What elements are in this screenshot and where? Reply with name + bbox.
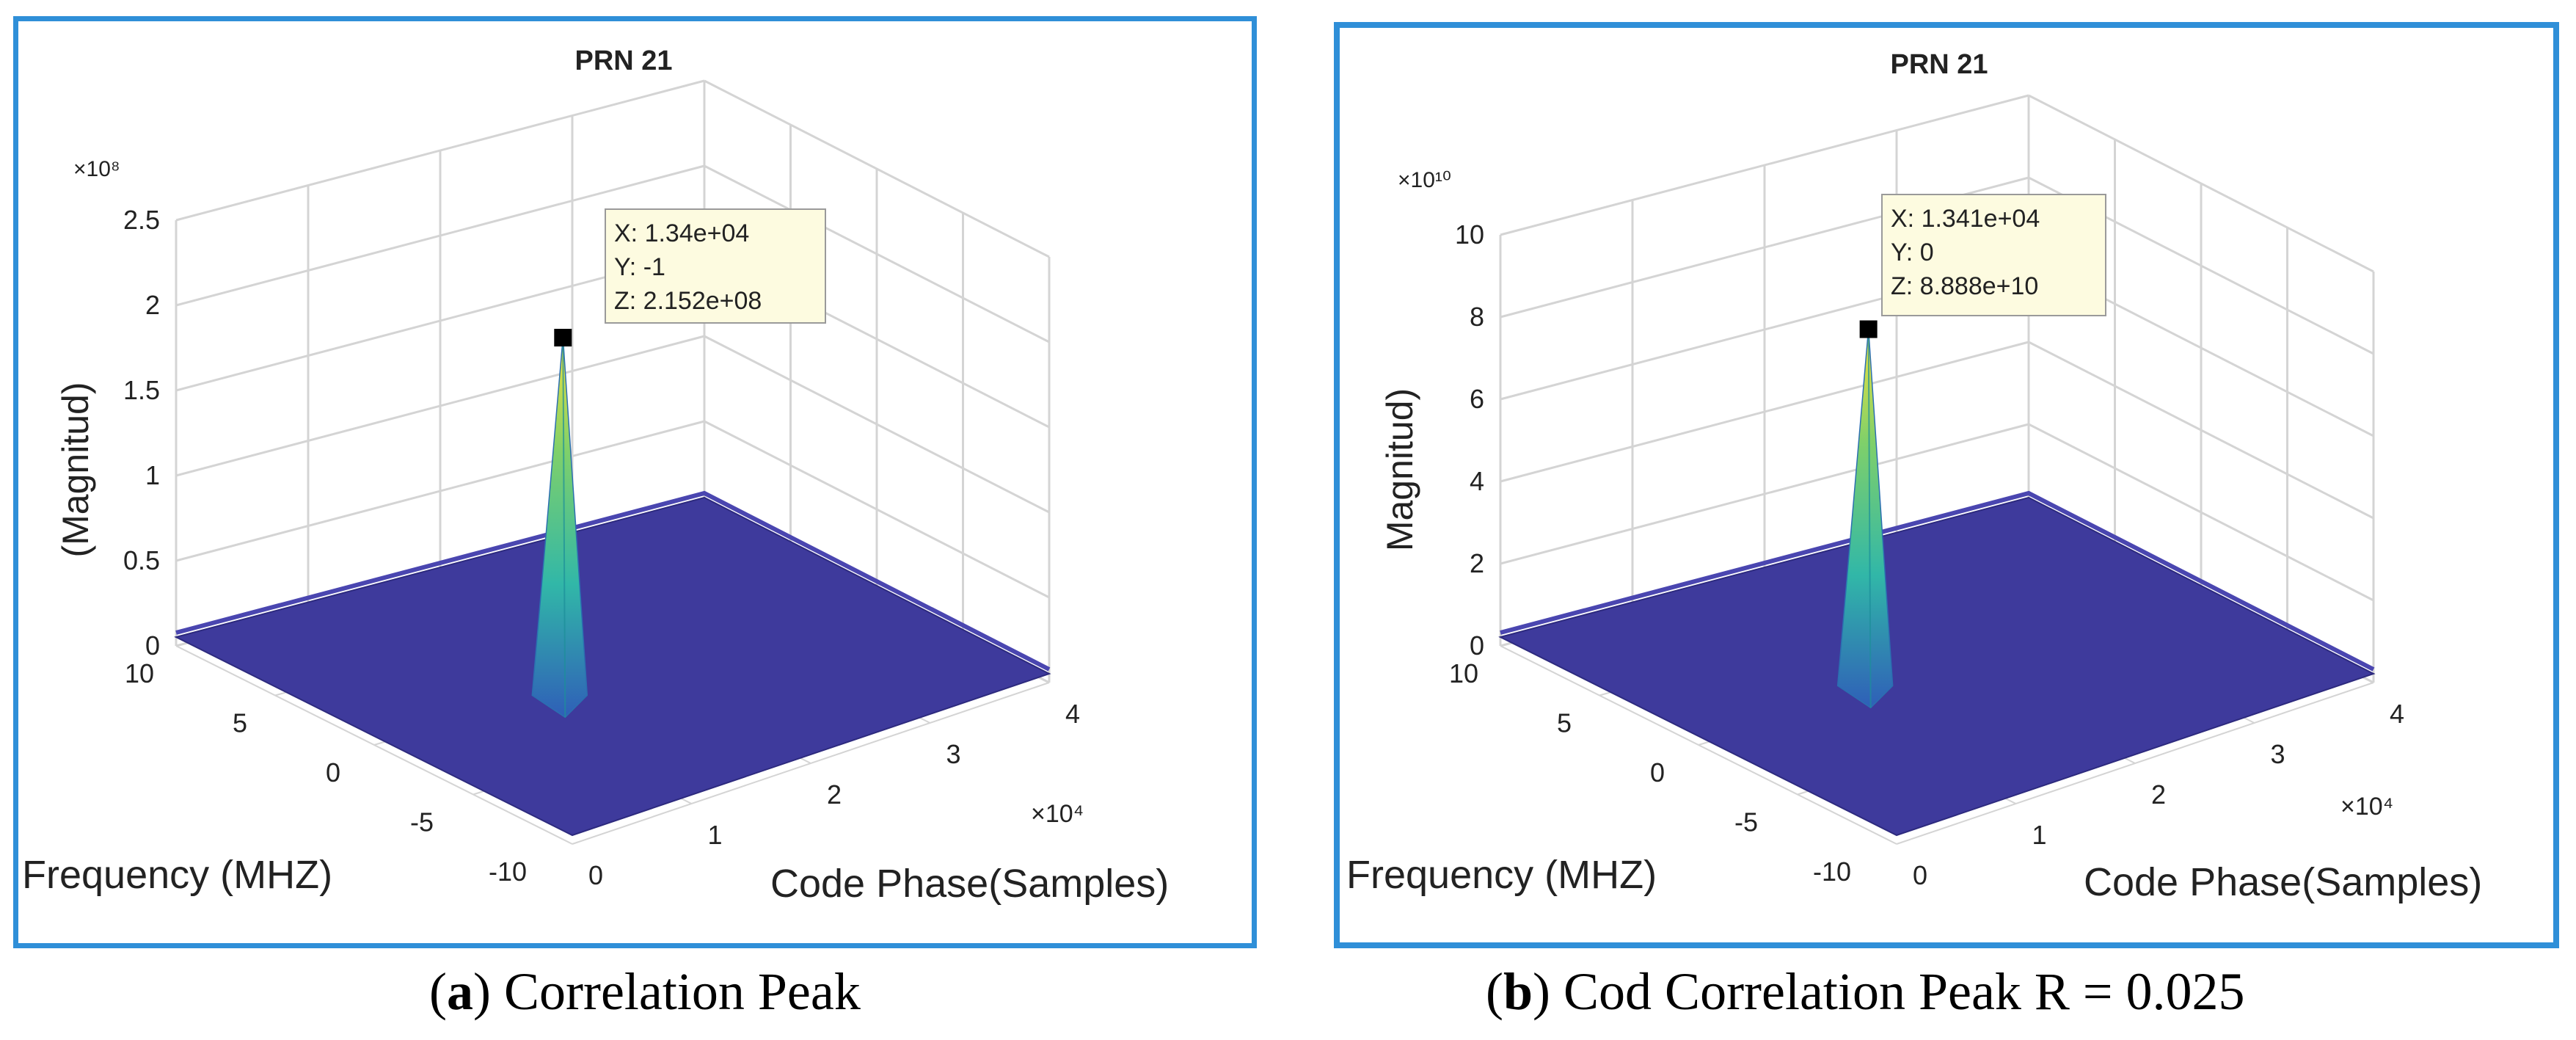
x-tick-label: 0 <box>1913 860 1927 890</box>
y-axis-label: Frequency (MHZ) <box>22 853 332 897</box>
datatip-line: Y: 0 <box>1891 239 1934 266</box>
z-tick-label: 4 <box>1470 466 1484 496</box>
surface-edge <box>175 490 1051 672</box>
correlation-peak <box>1836 329 1894 709</box>
x-axis-label: Code Phase(Samples) <box>2084 860 2482 904</box>
y-tick-label: -5 <box>410 807 434 837</box>
caption-b: (b) Cod Correlation Peak R = 0.025 <box>1486 962 2245 1021</box>
peak-marker <box>554 329 572 347</box>
x-tick-label: 1 <box>708 820 723 850</box>
y-tick-label: 0 <box>326 757 340 788</box>
y-tick-label: -10 <box>1813 857 1851 887</box>
x-tick-label: 2 <box>2151 779 2166 810</box>
y-tick-label: 10 <box>1449 658 1478 688</box>
x-tick-label: 2 <box>827 779 842 810</box>
x-exponent: ×10⁴ <box>1031 800 1084 828</box>
panel-b-frame <box>1334 22 2559 948</box>
grid-line <box>1896 682 2374 845</box>
y-tick-label: 10 <box>125 658 154 688</box>
chart-panel-a: X: 1.34e+04 Y: -1 Z: 2.152e+08 PRN 21 0 0.5 1 1… <box>22 46 1169 906</box>
surface-floor <box>174 496 1051 837</box>
peak-marker <box>1859 320 1878 338</box>
z-tick-label: 0.5 <box>123 545 160 575</box>
z-tick-label: 2 <box>1470 548 1484 578</box>
y-tick-label: -10 <box>489 857 527 887</box>
chart-title: PRN 21 <box>574 46 672 76</box>
surface-edge <box>1500 490 2375 672</box>
y-tick-label: 5 <box>233 708 247 738</box>
x-tick-label: 1 <box>2032 820 2047 850</box>
z-axis-label: Magnitud) <box>1379 388 1420 551</box>
x-tick-label: 0 <box>588 860 603 890</box>
chart-title: PRN 21 <box>1890 49 1988 80</box>
y-tick-label: 0 <box>1650 757 1665 788</box>
chart-panel-b: X: 1.341e+04 Y: 0 Z: 8.888e+10 PRN 21 0 2 4 6 8 1… <box>1346 49 2482 904</box>
z-tick-label: 2.5 <box>123 205 160 235</box>
grid-line <box>572 682 1050 845</box>
x-tick-label: 4 <box>1065 699 1080 729</box>
datatip-line: Z: 2.152e+08 <box>614 287 762 315</box>
z-tick-label: 10 <box>1455 219 1484 250</box>
datatip-line: Y: -1 <box>614 253 665 281</box>
datatip-line: Z: 8.888e+10 <box>1891 272 2038 300</box>
x-tick-label: 3 <box>946 739 961 769</box>
z-axis-label: (Magnitud) <box>55 382 96 558</box>
y-tick-label: 5 <box>1557 708 1572 738</box>
y-axis-label: Frequency (MHZ) <box>1346 853 1657 897</box>
x-tick-label: 4 <box>2390 699 2404 729</box>
peak-ridge <box>562 338 566 718</box>
correlation-charts: X: 1.34e+04 Y: -1 Z: 2.152e+08 PRN 21 0 0.5 1 1… <box>22 46 2482 906</box>
x-exponent: ×10⁴ <box>2340 793 2393 821</box>
x-axis-label: Code Phase(Samples) <box>770 862 1169 906</box>
z-tick-label: 2 <box>145 290 160 320</box>
z-exponent: ×10⁸ <box>73 157 120 181</box>
z-tick-label: 6 <box>1470 384 1484 414</box>
datatip-line: X: 1.34e+04 <box>614 219 749 247</box>
datatip-box <box>605 208 826 324</box>
x-tick-label: 3 <box>2271 739 2285 769</box>
panel-a-frame <box>13 16 1257 948</box>
datatip-box <box>1881 194 2106 316</box>
y-tick-label: -5 <box>1734 807 1758 837</box>
z-tick-label: 1 <box>145 460 160 490</box>
caption-a: (a) Correlation Peak <box>429 962 861 1021</box>
z-tick-label: 0 <box>145 630 160 661</box>
datatip-line: X: 1.341e+04 <box>1891 205 2040 233</box>
z-tick-label: 0 <box>1470 630 1484 661</box>
z-tick-label: 1.5 <box>123 375 160 405</box>
z-tick-label: 8 <box>1470 302 1484 332</box>
peak-ridge <box>1867 329 1872 708</box>
z-exponent: ×10¹⁰ <box>1398 168 1451 192</box>
